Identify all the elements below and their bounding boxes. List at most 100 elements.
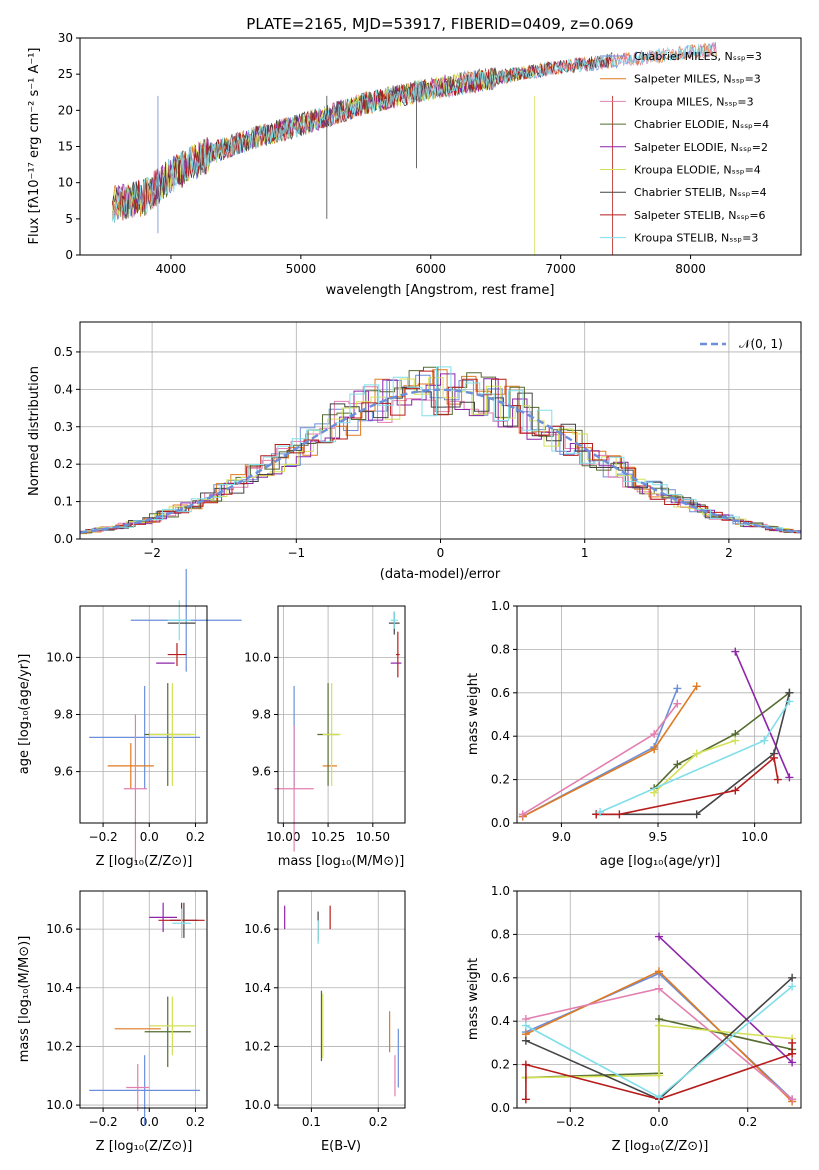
ebv-mass-ytick-label: 10.2 — [244, 1039, 271, 1053]
z-age-ylabel: age [log₁₀(age/yr)] — [17, 654, 32, 775]
z-weight-series-line — [658, 936, 793, 1063]
residual-xlabel: (data-model)/error — [380, 567, 501, 582]
spectrum-ytick-label: 15 — [58, 140, 73, 154]
age-weight-point-marker — [650, 730, 659, 739]
spectrum-series-line — [112, 43, 717, 223]
z-weight-point-marker — [655, 1093, 663, 1102]
age-weight-series-line — [596, 692, 791, 816]
z-age-ytick-label: 10.0 — [46, 650, 73, 664]
age-weight-point-marker — [650, 788, 659, 797]
mass-age-plot: 10.00 10.25 10.50 9.6 9.8 10.0 — [244, 606, 405, 852]
z-weight-xlabel: Z [log₁₀(Z/Z⊙)] — [612, 1139, 709, 1154]
ebv-mass-xtick-label: 0.2 — [369, 1115, 388, 1129]
z-weight-series-line — [525, 1024, 793, 1079]
age-weight-point-marker — [673, 760, 682, 769]
z-mass-ytick-label: 10.6 — [46, 922, 73, 936]
ebv-mass-xtick-label: 0.1 — [302, 1115, 321, 1129]
residual-ytick-label: 0.5 — [54, 345, 73, 359]
age-weight-plot: 9.0 9.5 10.0 0.0 0.2 0.4 0.6 0.8 1.0 — [491, 599, 801, 844]
z-age-ytick-label: 9.6 — [54, 765, 73, 779]
residual-xtick-label: 1 — [581, 546, 589, 560]
z-weight-axes-frame — [516, 890, 802, 1109]
residual-xtick-label: 0 — [437, 546, 445, 560]
age-weight-point-marker — [692, 810, 701, 819]
z-mass-plot: −0.2 0.0 0.2 10.0 10.2 10.4 10.6 — [46, 891, 207, 1129]
z-weight-point-marker — [521, 1095, 530, 1104]
spectrum-legend-label: Chabrier ELODIE, Nₛₛₚ=4 — [634, 118, 769, 131]
ebv-mass-plot: 0.1 0.2 10.0 10.2 10.4 10.6 — [244, 891, 405, 1129]
spectrum-xtick-label: 8000 — [675, 262, 706, 276]
z-weight-point-marker — [521, 1021, 530, 1030]
residual-xtick-label: −1 — [287, 546, 305, 560]
z-weight-point-marker — [655, 1071, 663, 1080]
spectrum-legend: Chabrier MILES, Nₛₛₚ=3 Salpeter MILES, Nₛ… — [600, 50, 769, 245]
residual-xtick-label: 2 — [725, 546, 733, 560]
spectrum-legend-label: Salpeter STELIB, Nₛₛₚ=6 — [634, 209, 766, 222]
ebv-mass-axes-frame — [277, 890, 406, 1109]
z-weight-xtick-label: 0.2 — [738, 1115, 757, 1129]
spectrum-series-line — [112, 52, 613, 220]
age-weight-point-marker — [692, 749, 701, 758]
age-weight-ytick-label: 0.6 — [491, 686, 510, 700]
z-weight-point-marker — [788, 982, 797, 991]
age-weight-point-marker — [615, 810, 624, 819]
z-mass-ytick-label: 10.4 — [46, 981, 73, 995]
spectrum-xlabel: wavelength [Angstrom, rest frame] — [326, 283, 555, 298]
age-weight-ytick-label: 1.0 — [491, 599, 510, 613]
age-weight-point-marker — [773, 775, 782, 784]
z-weight-point-marker — [655, 984, 663, 993]
age-weight-point-marker — [760, 736, 769, 745]
z-mass-axes-frame — [79, 890, 208, 1109]
age-weight-point-marker — [518, 810, 527, 819]
z-mass-ytick-label: 10.0 — [46, 1098, 73, 1112]
z-weight-point-marker — [788, 1058, 797, 1067]
spectrum-legend-label: Chabrier MILES, Nₛₛₚ=3 — [634, 50, 762, 63]
z-age-xtick-label: 0.0 — [140, 830, 159, 844]
residual-axes-frame — [79, 321, 802, 540]
residual-histogram-series — [90, 366, 801, 533]
ebv-mass-ytick-label: 10.6 — [244, 922, 271, 936]
z-age-axes-frame — [79, 605, 208, 824]
z-weight-xtick-label: −0.2 — [556, 1115, 585, 1129]
spectrum-xtick-label: 7000 — [545, 262, 576, 276]
z-mass-xtick-label: −0.2 — [89, 1115, 118, 1129]
residual-xtick-label: −2 — [143, 546, 161, 560]
age-weight-axes-frame — [516, 605, 802, 824]
z-mass-xtick-label: 0.2 — [186, 1115, 205, 1129]
z-age-xtick-label: −0.2 — [89, 830, 118, 844]
z-age-xtick-label: 0.2 — [186, 830, 205, 844]
spectrum-ytick-label: 20 — [58, 103, 73, 117]
spectrum-ytick-label: 0 — [65, 248, 73, 262]
ebv-mass-ytick-label: 10.4 — [244, 981, 271, 995]
spectrum-ytick-label: 30 — [58, 31, 73, 45]
spectrum-xtick-label: 6000 — [415, 262, 446, 276]
spectrum-ylabel: Flux [fλ10⁻¹⁷ erg cm⁻² s⁻¹ A⁻¹] — [27, 48, 42, 245]
age-weight-ytick-label: 0.2 — [491, 773, 510, 787]
spectrum-legend-label: Kroupa MILES, Nₛₛₚ=3 — [634, 95, 754, 108]
z-weight-ytick-label: 0.6 — [491, 971, 510, 985]
residual-ytick-label: 0.4 — [54, 382, 73, 396]
spectrum-legend-label: Chabrier STELIB, Nₛₛₚ=4 — [634, 186, 767, 199]
z-weight-ylabel: mass weight — [466, 958, 481, 1040]
age-weight-series-line — [734, 651, 791, 778]
mass-age-xlabel: mass [log₁₀(M/M⊙)] — [278, 854, 405, 869]
spectrum-plot: 4000 5000 6000 7000 8000 0 5 10 15 20 25 30 — [58, 31, 717, 276]
z-age-plot: −0.2 0.0 0.2 9.6 9.8 10.0 — [46, 568, 242, 863]
z-weight-point-marker — [655, 1021, 663, 1030]
z-mass-xlabel: Z [log₁₀(Z/Z⊙)] — [96, 1139, 193, 1154]
residual-ylabel: Normed distribution — [27, 366, 42, 496]
normal-legend-label: 𝒩(0, 1) — [739, 337, 783, 351]
age-weight-point-marker — [731, 647, 740, 656]
residual-plot: −2 −1 0 1 2 0.0 0.1 0.2 0.3 0.4 0.5 — [54, 322, 802, 560]
z-weight-point-marker — [788, 1038, 797, 1047]
age-weight-xtick-label: 9.0 — [552, 830, 571, 844]
spectrum-xtick-label: 5000 — [286, 262, 317, 276]
spectrum-legend-label: Salpeter ELODIE, Nₛₛₚ=2 — [634, 141, 768, 154]
age-weight-point-marker — [673, 684, 682, 693]
mass-age-ytick-label: 10.0 — [244, 650, 271, 664]
mass-age-xtick-label: 10.00 — [266, 830, 300, 844]
residual-ytick-label: 0.0 — [54, 532, 73, 546]
spectrum-legend-label: Salpeter MILES, Nₛₛₚ=3 — [634, 73, 761, 86]
spectrum-ytick-label: 5 — [65, 212, 73, 226]
